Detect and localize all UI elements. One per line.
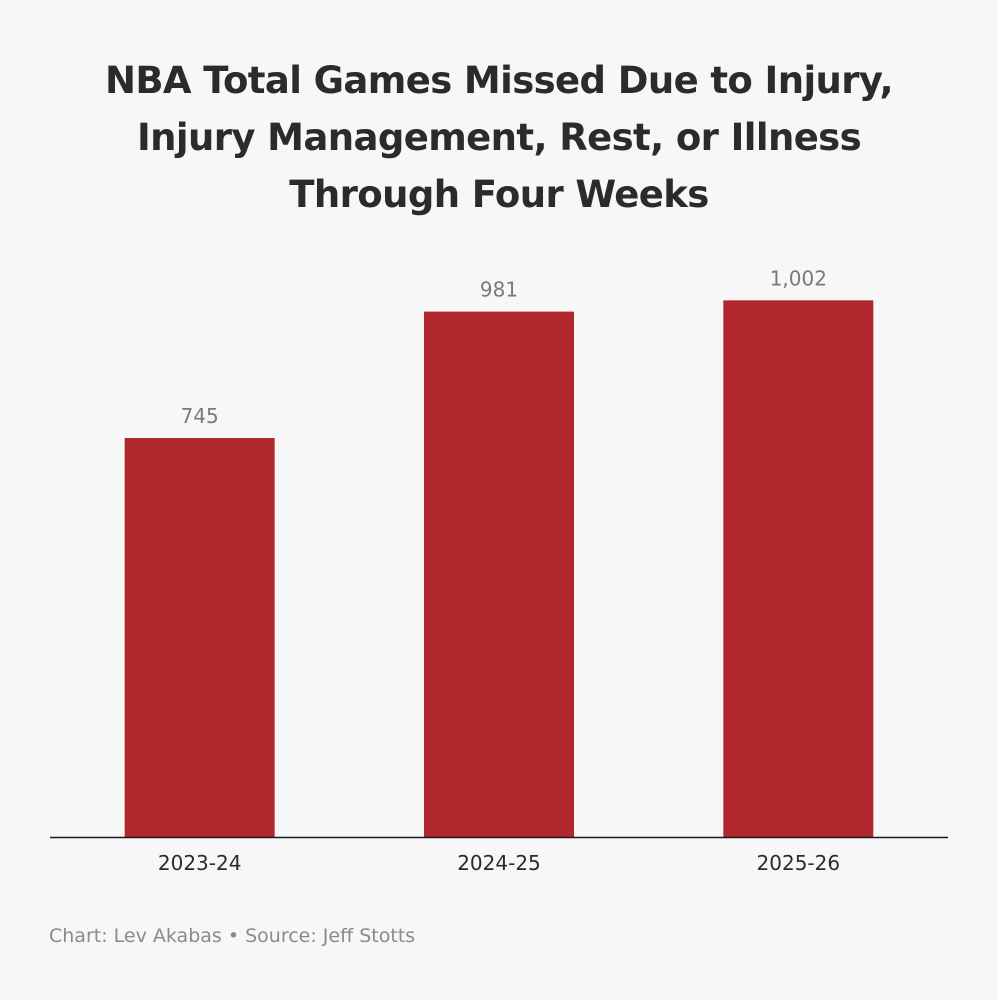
value-label-2025-26: 1,002 — [770, 266, 827, 290]
value-labels-group: 745 981 1,002 — [181, 266, 827, 428]
x-tick-label-2023-24: 2023-24 — [158, 851, 242, 875]
footer-separator: • — [227, 925, 240, 947]
bar-2023-24 — [124, 437, 275, 837]
chart-title-line-2: Injury Management, Rest, or Illness — [136, 116, 862, 159]
chart-title: NBA Total Games Missed Due to Injury, In… — [0, 52, 998, 223]
footer-source: Source: Jeff Stotts — [245, 925, 416, 947]
chart-title-line-1: NBA Total Games Missed Due to Injury, — [104, 59, 894, 102]
chart-title-line-3: Through Four Weeks — [289, 173, 709, 216]
value-label-2024-25: 981 — [480, 278, 518, 302]
x-tick-labels-group: 2023-24 2024-25 2025-26 — [158, 851, 840, 875]
x-tick-label-2025-26: 2025-26 — [757, 851, 841, 875]
value-label-2023-24: 745 — [181, 404, 219, 428]
x-tick-label-2024-25: 2024-25 — [457, 851, 541, 875]
footer-credit: Chart: Lev Akabas — [49, 925, 222, 947]
bars-group — [124, 300, 874, 838]
chart-footer: Chart: Lev Akabas • Source: Jeff Stotts — [49, 925, 415, 947]
bar-2025-26 — [723, 300, 874, 837]
bar-2024-25 — [424, 311, 574, 838]
